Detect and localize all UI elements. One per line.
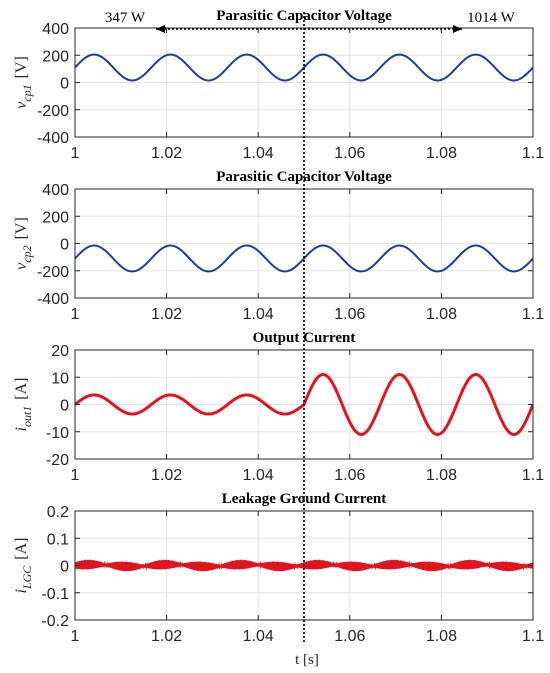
x-tick-label: 1.1	[522, 145, 544, 162]
x-tick-label: 1	[71, 306, 80, 323]
y-tick-label: 0	[60, 559, 69, 576]
y-tick-label: 400	[42, 21, 69, 38]
y-tick-label: 0	[60, 76, 69, 93]
y-tick-label: 200	[42, 48, 69, 65]
subplots: 1 1.02 1.04 1.06 1.08 1.14002000-200-400Paras…	[13, 8, 544, 645]
x-axis-label: t [s]	[295, 652, 319, 668]
x-tick-label: 1.02	[151, 145, 182, 162]
y-tick-label: 0.1	[47, 531, 69, 548]
x-tick-label: 1.08	[426, 145, 457, 162]
y-axis-label: iLGC[A]	[13, 537, 34, 593]
x-tick-label: 1.04	[243, 467, 274, 484]
y-tick-label: 0	[60, 237, 69, 254]
x-tick-label: 1.04	[243, 306, 274, 323]
subplot-title: Leakage Ground Current	[222, 491, 386, 507]
x-tick-label: 1.06	[334, 306, 365, 323]
y-tick-label: 20	[51, 343, 69, 360]
y-tick-label: -400	[37, 130, 69, 147]
power-after-label: 1014 W	[467, 10, 515, 26]
x-tick-label: 1.02	[151, 306, 182, 323]
y-tick-label: -20	[46, 452, 69, 469]
x-tick-label: 1.06	[334, 628, 365, 645]
x-tick-label: 1	[71, 628, 80, 645]
x-tick-label: 1.1	[522, 628, 544, 645]
subplot-4: 1 1.02 1.04 1.06 1.08 1.1 0.2 0.1 0 -0.1 -0.2 Leaka…	[13, 491, 544, 645]
y-tick-label: 400	[42, 182, 69, 199]
x-tick-label: 1.02	[151, 628, 182, 645]
y-axis-label: vcp1[V]	[13, 56, 34, 109]
y-tick-label: -200	[37, 264, 69, 281]
x-tick-label: 1.1	[522, 467, 544, 484]
power-before-label: 347 W	[105, 10, 146, 26]
x-tick-label: 1	[71, 145, 80, 162]
x-tick-label: 1.02	[151, 467, 182, 484]
subplot-1: 1 1.02 1.04 1.06 1.08 1.14002000-200-400Paras…	[13, 8, 544, 162]
series-line	[75, 53, 533, 82]
y-tick-label: 10	[51, 370, 69, 387]
y-tick-label: -200	[37, 103, 69, 120]
x-tick-label: 1.06	[334, 145, 365, 162]
y-tick-label: -400	[37, 291, 69, 308]
y-tick-label: -10	[46, 425, 69, 442]
x-tick-label: 1.08	[426, 628, 457, 645]
y-tick-label: 200	[42, 209, 69, 226]
x-tick-label: 1	[71, 467, 80, 484]
x-tick-label: 1.04	[243, 628, 274, 645]
x-tick-label: 1.06	[334, 467, 365, 484]
x-tick-label: 1.04	[243, 145, 274, 162]
power-step-annotation: 347 W 1014 W	[105, 10, 516, 642]
y-axis-label: vcp2[V]	[13, 217, 34, 270]
subplot-2: 1 1.02 1.04 1.06 1.08 1.14002000-200-400Paras…	[13, 169, 544, 323]
y-axis-label: iout1[A]	[13, 377, 34, 431]
y-tick-label: 0	[60, 398, 69, 415]
y-tick-label: -0.2	[41, 613, 69, 630]
x-tick-label: 1.1	[522, 306, 544, 323]
y-tick-label: -0.1	[41, 586, 69, 603]
x-tick-label: 1.08	[426, 467, 457, 484]
x-tick-label: 1.08	[426, 306, 457, 323]
y-tick-label: 0.2	[47, 504, 69, 521]
series-line	[75, 244, 533, 273]
